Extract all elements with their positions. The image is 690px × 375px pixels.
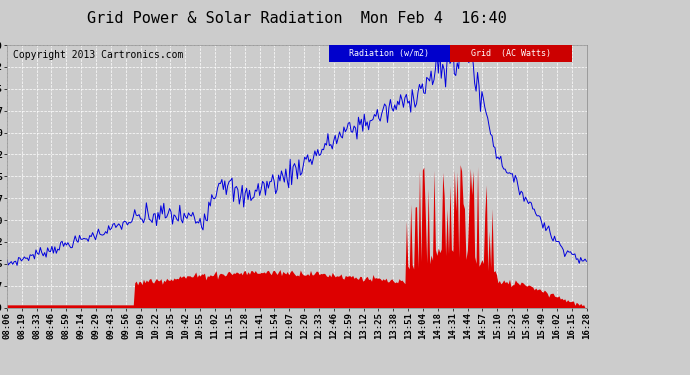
Text: Grid  (AC Watts): Grid (AC Watts)	[471, 49, 551, 58]
Text: Copyright 2013 Cartronics.com: Copyright 2013 Cartronics.com	[12, 50, 183, 60]
Bar	[328, 45, 451, 62]
Text: Radiation (w/m2): Radiation (w/m2)	[349, 49, 429, 58]
Bar	[451, 45, 572, 62]
Text: Grid Power & Solar Radiation  Mon Feb 4  16:40: Grid Power & Solar Radiation Mon Feb 4 1…	[87, 11, 506, 26]
